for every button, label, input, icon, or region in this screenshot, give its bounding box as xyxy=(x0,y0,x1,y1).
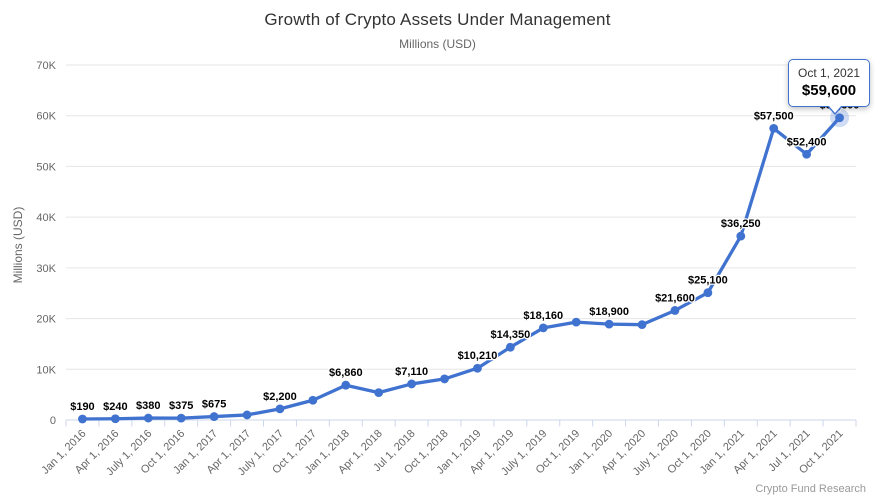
data-point-label: $2,200 xyxy=(263,391,297,403)
data-point-label: $25,100 xyxy=(688,275,728,287)
data-point-label: $52,400 xyxy=(787,136,827,148)
data-point-label: $36,250 xyxy=(721,218,761,230)
y-tick-label: 0 xyxy=(50,415,56,427)
chart-title: Growth of Crypto Assets Under Management xyxy=(264,10,611,29)
data-point[interactable] xyxy=(176,413,186,423)
data-point[interactable] xyxy=(209,412,219,421)
data-point[interactable] xyxy=(505,342,515,352)
tooltip-date: Oct 1, 2021 xyxy=(798,66,861,80)
data-point[interactable] xyxy=(308,395,318,405)
data-point[interactable] xyxy=(407,379,417,389)
data-point-label: $18,900 xyxy=(589,306,629,318)
data-point[interactable] xyxy=(341,380,351,390)
data-point-label: $10,210 xyxy=(458,350,498,362)
series-line-group xyxy=(80,116,842,421)
data-point[interactable] xyxy=(473,363,482,373)
data-point[interactable] xyxy=(110,414,120,424)
data-point-label: $380 xyxy=(136,400,160,412)
data-point[interactable] xyxy=(275,404,285,414)
data-point-label: $675 xyxy=(202,399,226,411)
data-point-label: $21,600 xyxy=(655,292,695,304)
data-point[interactable] xyxy=(835,113,844,123)
data-point[interactable] xyxy=(78,414,87,424)
data-point-label: $18,160 xyxy=(523,310,563,322)
chart-subtitle: Millions (USD) xyxy=(399,37,476,51)
data-point-label: $57,500 xyxy=(754,110,794,122)
data-points-group xyxy=(78,108,850,424)
data-point-label: $375 xyxy=(169,400,193,412)
data-point[interactable] xyxy=(242,410,252,420)
data-point[interactable] xyxy=(736,231,746,241)
data-point-label: $14,350 xyxy=(490,329,530,341)
x-axis xyxy=(65,419,857,427)
data-point[interactable] xyxy=(604,319,614,329)
data-point-label: $190 xyxy=(70,401,94,413)
y-tick-label: 30K xyxy=(36,263,56,275)
data-point[interactable] xyxy=(637,320,647,330)
data-point[interactable] xyxy=(670,306,680,315)
tooltip: Oct 1, 2021 $59,600 xyxy=(788,59,871,115)
y-tick-label: 20K xyxy=(36,314,56,326)
y-tick-label: 40K xyxy=(36,212,56,224)
y-tick-label: 10K xyxy=(36,364,56,376)
y-tick-label: 50K xyxy=(36,161,56,173)
data-point[interactable] xyxy=(769,123,779,133)
data-point-label: $240 xyxy=(103,401,127,413)
data-labels-group: $190 $240 $380 $375 $675 $2,200 $6,860 $7,110 $1… xyxy=(69,98,861,414)
data-point[interactable] xyxy=(802,149,812,159)
y-tick-label: 60K xyxy=(36,111,56,123)
tooltip-value: $59,600 xyxy=(801,82,857,99)
data-point-label: $7,110 xyxy=(395,366,428,378)
y-tick-label: 70K xyxy=(36,60,56,72)
data-point[interactable] xyxy=(374,388,384,398)
data-point-label: $6,860 xyxy=(329,367,363,379)
y-tick-labels: 0 10K 20K 30K 40K 50K 60K 70K xyxy=(36,60,56,427)
series-line xyxy=(80,116,842,421)
data-point[interactable] xyxy=(571,317,581,327)
data-point[interactable] xyxy=(538,323,548,333)
credit-label: Crypto Fund Research xyxy=(755,483,866,495)
data-point[interactable] xyxy=(143,413,153,423)
data-point[interactable] xyxy=(703,288,713,298)
data-point[interactable] xyxy=(440,374,449,384)
